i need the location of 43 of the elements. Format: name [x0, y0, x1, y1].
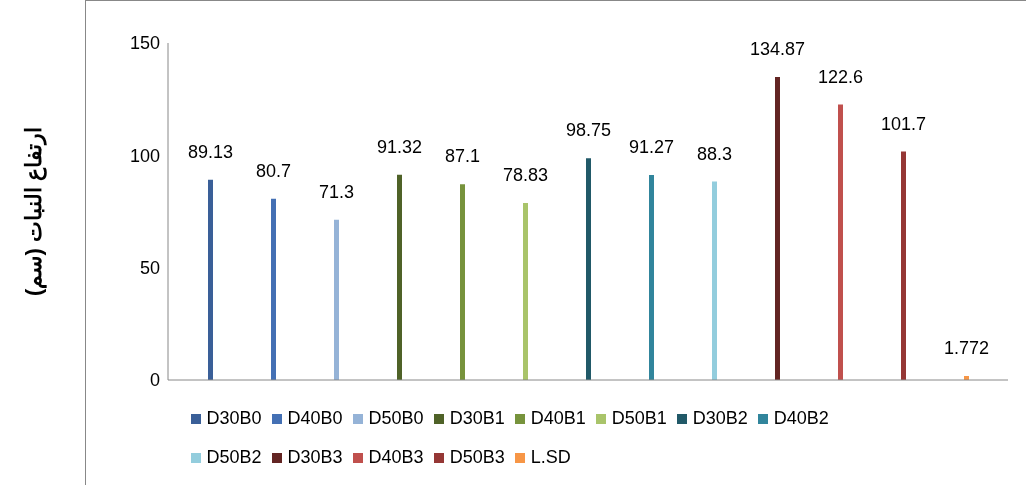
y-tick-label: 150 [129, 33, 160, 54]
legend-label: D50B2 [205, 447, 262, 468]
y-tick-label: 0 [149, 370, 160, 391]
data-label: 91.27 [628, 136, 675, 157]
bar [523, 202, 528, 380]
data-label: 122.6 [817, 66, 864, 87]
data-label: 88.3 [696, 143, 733, 164]
bar [586, 158, 591, 380]
bar [649, 174, 654, 380]
legend-label: D40B1 [529, 408, 586, 429]
data-label: 78.83 [502, 164, 549, 185]
data-label: 91.32 [376, 136, 423, 157]
data-label: 89.13 [187, 141, 234, 162]
bar [271, 198, 276, 380]
data-label: 87.1 [444, 146, 481, 167]
data-label: 101.7 [880, 113, 927, 134]
legend-label: D40B2 [772, 408, 829, 429]
data-label: 98.75 [565, 120, 612, 141]
bar [460, 184, 465, 380]
legend-label: D30B2 [691, 408, 748, 429]
data-label: 1.772 [943, 338, 990, 359]
legend-label: D50B0 [367, 408, 424, 429]
bar [838, 104, 843, 380]
bar [775, 76, 780, 380]
data-label: 134.87 [749, 38, 806, 59]
legend-label: D50B3 [448, 447, 505, 468]
bar [901, 151, 906, 380]
legend-label: L.SD [529, 447, 571, 468]
legend-label: D40B0 [286, 408, 343, 429]
data-label: 71.3 [318, 181, 355, 202]
legend-label: D30B0 [205, 408, 262, 429]
y-tick-label: 100 [129, 145, 160, 166]
legend-label: D30B1 [448, 408, 505, 429]
bar [397, 174, 402, 380]
legend-label: D50B1 [610, 408, 667, 429]
legend-label: D30B3 [286, 447, 343, 468]
bar [712, 181, 717, 380]
bar [334, 219, 339, 380]
legend-label: D40B3 [367, 447, 424, 468]
bar [208, 179, 213, 380]
y-tick-label: 50 [139, 258, 160, 279]
data-label: 80.7 [255, 160, 292, 181]
y-axis-title: ارتفاع النبات (سم) [20, 127, 47, 296]
